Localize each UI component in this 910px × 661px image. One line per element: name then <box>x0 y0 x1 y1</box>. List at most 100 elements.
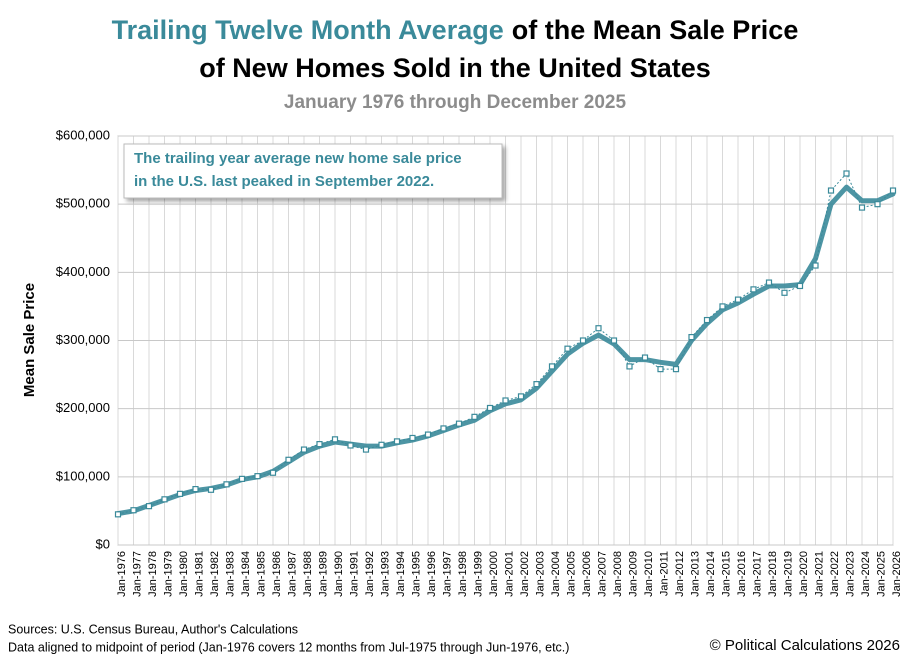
x-tick-label: Jan-1984 <box>240 551 252 597</box>
data-point <box>486 404 494 412</box>
data-point <box>548 363 556 370</box>
y-axis-label: Mean Sale Price <box>21 283 38 397</box>
x-tick-label: Jan-1986 <box>271 551 283 597</box>
x-tick-label: Jan-2005 <box>565 551 577 597</box>
x-tick-label: Jan-2019 <box>782 551 794 597</box>
data-point <box>579 337 587 344</box>
y-tick-label: $100,000 <box>56 468 110 483</box>
x-tick-label: Jan-1995 <box>410 551 422 597</box>
subtitle: January 1976 through December 2025 <box>284 92 627 113</box>
title-part: of New Homes Sold in the United States <box>199 53 711 83</box>
data-point <box>285 456 292 463</box>
x-tick-label: Jan-2002 <box>519 551 531 597</box>
x-tick-label: Jan-2015 <box>720 551 732 597</box>
data-point <box>347 442 354 449</box>
data-point <box>254 473 261 480</box>
x-tick-label: Jan-1981 <box>193 551 205 597</box>
x-tick-label: Jan-2020 <box>798 551 810 597</box>
data-point <box>595 325 602 332</box>
data-point <box>331 436 339 443</box>
x-tick-label: Jan-1992 <box>364 551 376 597</box>
x-tick-label: Jan-2000 <box>488 551 500 597</box>
x-tick-label: Jan-2010 <box>643 551 655 597</box>
x-tick-label: Jan-1977 <box>131 551 143 597</box>
data-point <box>812 262 819 269</box>
data-point <box>858 204 866 211</box>
y-tick-label: $200,000 <box>56 400 110 415</box>
x-tick-label: Jan-2012 <box>674 551 686 597</box>
x-tick-label: Jan-2007 <box>596 551 608 597</box>
data-point <box>657 366 664 373</box>
x-tick-label: Jan-1998 <box>457 551 469 597</box>
data-point <box>765 279 773 286</box>
annotation-text: in the U.S. last peaked in September 202… <box>134 173 434 190</box>
data-point <box>889 187 897 194</box>
x-tick-label: Jan-2026 <box>891 551 903 597</box>
x-tick-label: Jan-2014 <box>705 551 717 597</box>
x-tick-label: Jan-1994 <box>395 551 407 597</box>
data-point <box>161 496 168 503</box>
x-tick-label: Jan-1987 <box>286 551 298 597</box>
data-point <box>207 486 215 493</box>
data-point <box>316 441 323 448</box>
data-point <box>564 345 571 352</box>
x-tick-label: Jan-2004 <box>550 551 562 597</box>
data-point <box>719 303 726 310</box>
x-tick-label: Jan-2006 <box>581 551 593 597</box>
data-point <box>533 381 540 388</box>
x-tick-label: Jan-2023 <box>844 551 856 597</box>
data-point <box>672 366 680 373</box>
data-point <box>424 431 432 438</box>
x-tick-label: Jan-2018 <box>767 551 779 597</box>
data-point <box>362 446 370 453</box>
x-tick-label: Jan-2022 <box>829 551 841 597</box>
x-tick-label: Jan-1980 <box>178 551 190 597</box>
x-tick-label: Jan-1988 <box>302 551 314 597</box>
data-point <box>843 170 850 177</box>
data-point <box>300 446 308 453</box>
annotation: The trailing year average new home sale … <box>123 143 503 199</box>
y-tick-label: $600,000 <box>56 127 110 142</box>
x-tick-label: Jan-2025 <box>875 551 887 597</box>
x-tick-label: Jan-1989 <box>317 551 329 597</box>
data-point <box>269 469 277 476</box>
x-tick-label: Jan-2013 <box>689 551 701 597</box>
x-tick-label: Jan-2008 <box>612 551 624 597</box>
annotation-box <box>123 143 503 199</box>
data-point <box>626 363 633 370</box>
data-point <box>641 354 649 361</box>
data-point <box>455 420 463 427</box>
x-tick-label: Jan-2001 <box>503 551 515 597</box>
data-point <box>130 507 137 514</box>
chart-title: Trailing Twelve Month Average of the Mean… <box>112 15 799 45</box>
x-tick-label: Jan-2003 <box>534 551 546 597</box>
data-point <box>238 475 246 482</box>
title-part: of the Mean Sale Price <box>512 15 799 45</box>
data-point <box>874 201 881 208</box>
y-tick-label: $500,000 <box>56 196 110 211</box>
data-point <box>409 434 416 442</box>
data-point <box>827 187 835 194</box>
x-tick-label: Jan-1976 <box>116 551 128 597</box>
x-tick-label: Jan-1979 <box>162 551 174 597</box>
x-tick-label: Jan-2016 <box>736 551 748 597</box>
x-tick-label: Jan-1982 <box>209 551 221 597</box>
data-point <box>114 511 122 518</box>
x-tick-label: Jan-1991 <box>348 551 360 597</box>
source-note: Data aligned to midpoint of period (Jan-… <box>8 640 569 654</box>
data-point <box>517 393 525 400</box>
annotation-text: The trailing year average new home sale … <box>134 150 462 167</box>
x-tick-label: Jan-1978 <box>147 551 159 597</box>
x-tick-label: Jan-1983 <box>224 551 236 597</box>
y-tick-label: $0 <box>96 536 110 551</box>
x-tick-label: Jan-2009 <box>627 551 639 597</box>
data-point <box>471 413 478 420</box>
data-point <box>502 397 509 404</box>
y-tick-label: $300,000 <box>56 332 110 347</box>
data-point <box>393 438 401 445</box>
data-point <box>703 316 711 324</box>
data-point <box>145 503 153 510</box>
plot-area: Jan-1976 Jan-1977 Jan-1978 Jan-1979 Jan-1980… <box>56 127 903 596</box>
x-tick-label: Jan-1996 <box>426 551 438 597</box>
